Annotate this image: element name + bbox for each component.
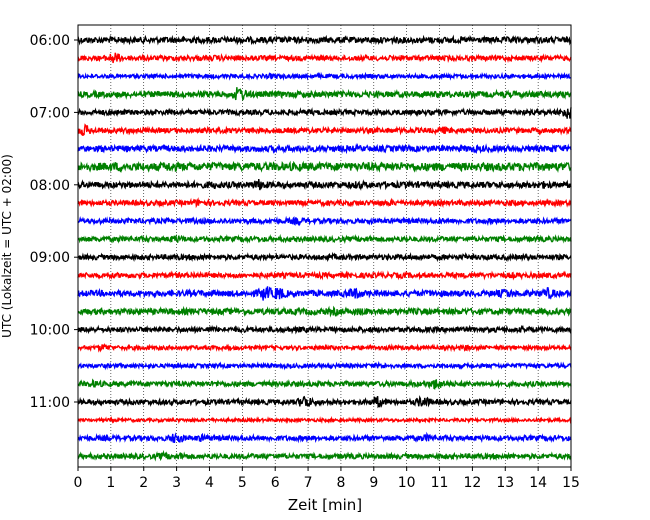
trace-line — [77, 197, 572, 209]
y-tick-label: 08:00 — [30, 178, 70, 194]
trace-line — [77, 360, 572, 371]
y-axis-ticks: 06:00 07:00 08:00 09:00 10:00 11:00 — [30, 33, 78, 411]
x-tick-label: 4 — [205, 475, 214, 491]
x-tick-label: 3 — [172, 475, 181, 491]
trace-line — [77, 215, 572, 227]
plot-frame — [77, 24, 572, 468]
trace-line — [77, 178, 572, 191]
y-axis-label: UTC (Lokalzeit = UTC + 02:00) — [0, 154, 14, 338]
y-tick-label: 09:00 — [30, 250, 70, 266]
trace-line — [77, 123, 572, 136]
trace-line — [77, 142, 572, 155]
trace-line — [77, 87, 572, 101]
y-tick-label: 06:00 — [30, 33, 70, 49]
trace-line — [77, 431, 572, 444]
y-tick-label: 10:00 — [30, 323, 70, 339]
trace-line — [77, 415, 572, 425]
x-tick-label: 11 — [431, 475, 449, 491]
trace-line — [77, 343, 572, 353]
trace-line — [77, 71, 572, 81]
x-tick-label: 5 — [238, 475, 247, 491]
x-tick-label: 14 — [529, 475, 547, 491]
trace-line — [77, 286, 572, 301]
trace-line — [77, 394, 572, 409]
trace-line — [77, 305, 572, 318]
trace-line — [77, 52, 572, 64]
x-tick-label: 10 — [398, 475, 416, 491]
trace-line — [77, 324, 572, 335]
trace-line — [77, 251, 572, 263]
x-tick-label: 1 — [106, 475, 115, 491]
x-tick-label: 15 — [562, 475, 580, 491]
x-axis-ticks: 0 1 2 3 4 5 6 7 8 9 10 11 12 13 14 15 — [74, 467, 580, 491]
y-tick-label: 07:00 — [30, 105, 70, 121]
x-tick-label: 6 — [271, 475, 280, 491]
trace-line — [77, 233, 572, 244]
trace-line — [77, 449, 572, 462]
x-tick-label: 13 — [496, 475, 514, 491]
x-tick-label: 9 — [369, 475, 378, 491]
trace-line — [77, 378, 572, 390]
x-tick-label: 0 — [74, 475, 83, 491]
trace-line — [77, 270, 572, 281]
trace-line — [77, 34, 572, 46]
x-tick-label: 7 — [304, 475, 313, 491]
x-tick-label: 12 — [463, 475, 481, 491]
x-tick-label: 2 — [139, 475, 148, 491]
trace-series — [77, 34, 572, 462]
trace-line — [77, 160, 572, 173]
trace-line — [77, 107, 572, 119]
y-tick-label: 11:00 — [30, 395, 70, 411]
x-tick-label: 8 — [336, 475, 345, 491]
x-axis-label: Zeit [min] — [288, 496, 362, 514]
